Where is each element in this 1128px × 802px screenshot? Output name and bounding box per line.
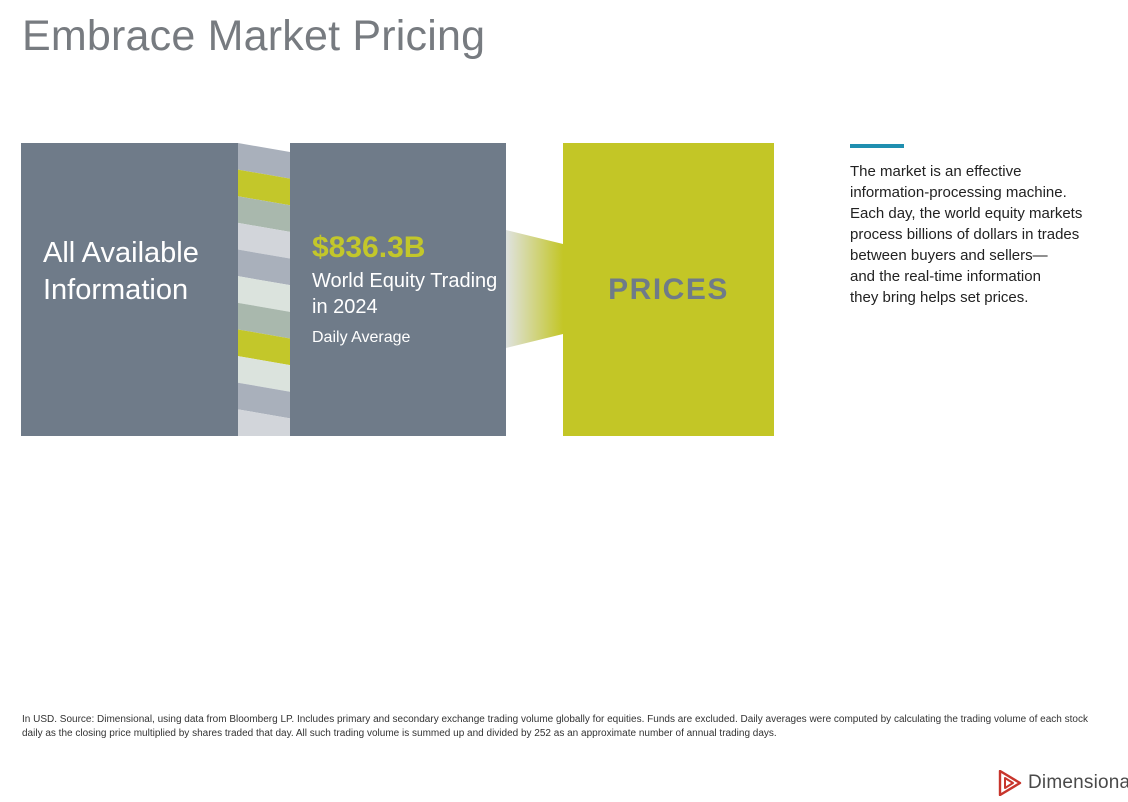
information-strip [238, 276, 290, 312]
information-strip [238, 143, 290, 179]
description-line: they bring helps set prices. [850, 289, 1029, 306]
information-strips [238, 143, 290, 436]
equity-trading-box: $836.3B World Equity Trading in 2024 Dai… [290, 143, 506, 436]
information-strip [238, 169, 290, 206]
prices-box: PRICES [563, 143, 774, 436]
information-strip [238, 196, 290, 232]
accent-bar [850, 144, 904, 148]
trading-sublabel: Daily Average [312, 329, 411, 346]
prices-label: PRICES [608, 272, 729, 306]
description-line: information-processing machine. [850, 184, 1067, 201]
all-information-label: All Available Information [43, 237, 199, 306]
trading-amount: $836.3B [312, 231, 426, 264]
information-strip [238, 329, 290, 366]
information-strip [238, 222, 290, 259]
funnel-connector [506, 230, 563, 348]
information-strip [238, 409, 290, 436]
page-title: Embrace Market Pricing [22, 12, 486, 60]
description-line: between buyers and sellers— [850, 247, 1048, 264]
description-line: and the real-time information [850, 268, 1041, 285]
all-information-box: All Available Information [21, 143, 238, 436]
source-footnote: In USD. Source: Dimensional, using data … [22, 714, 1088, 739]
dimensional-logo-icon [998, 770, 1022, 796]
trading-label: World Equity Trading in 2024 [312, 270, 498, 318]
description-line: Each day, the world equity markets [850, 205, 1083, 222]
logo-text: Dimensional [1028, 772, 1128, 793]
description-text: The market is an effective information-p… [850, 161, 1120, 308]
description-line: The market is an effective [850, 163, 1022, 180]
information-strip [238, 382, 290, 419]
description-line: process billions of dollars in trades [850, 226, 1080, 243]
dimensional-logo: Dimensional [998, 769, 1128, 797]
information-strip [238, 356, 290, 392]
information-strip [238, 249, 290, 286]
information-strip [238, 302, 290, 339]
